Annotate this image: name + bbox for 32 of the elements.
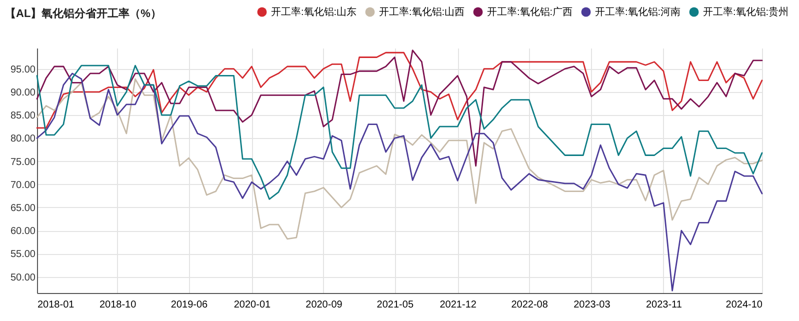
y-tick-label: 55.00 (10, 249, 36, 260)
chart-title: 【AL】氧化铝分省开工率（%） (5, 6, 162, 21)
line-series (36, 52, 763, 129)
x-tick-label: 2018-01 (38, 300, 75, 310)
line-series (36, 72, 763, 292)
y-tick-label: 75.00 (10, 156, 36, 168)
legend-label: 开工率:氧化铝:广西 (487, 6, 573, 18)
x-tick-label: 2018-10 (99, 300, 137, 310)
x-tick-label: 2019-06 (170, 300, 208, 310)
x-tick-label: 2023-11 (646, 300, 682, 310)
x-tick-label: 2023-03 (574, 300, 611, 310)
y-tick-label: 95.00 (10, 64, 36, 76)
legend-label: 开工率:氧化铝:山西 (379, 6, 465, 18)
line-series (36, 78, 763, 240)
x-tick-label: 2020-01 (234, 300, 271, 310)
legend-label: 开工率:氧化铝:河南 (595, 6, 681, 18)
x-tick-label: 2020-09 (306, 300, 343, 310)
x-tick-label: 2024-10 (726, 300, 763, 310)
line-series (36, 64, 763, 200)
y-tick-label: 85.00 (10, 110, 36, 122)
line-series (36, 50, 763, 167)
y-tick-label: 70.00 (10, 180, 36, 191)
y-tick-label: 50.00 (10, 272, 36, 284)
y-tick-label: 90.00 (10, 87, 36, 98)
y-tick-label: 60.00 (10, 226, 36, 238)
x-tick-label: 2021-12 (440, 300, 477, 310)
x-tick-label: 2021-05 (376, 300, 414, 310)
legend-label: 开工率:氧化铝:山东 (271, 6, 357, 18)
y-tick-label: 65.00 (10, 202, 36, 214)
x-tick-label: 2022-08 (511, 300, 548, 310)
y-tick-label: 80.00 (10, 134, 36, 145)
legend-label: 开工率:氧化铝:贵州 (703, 6, 789, 18)
